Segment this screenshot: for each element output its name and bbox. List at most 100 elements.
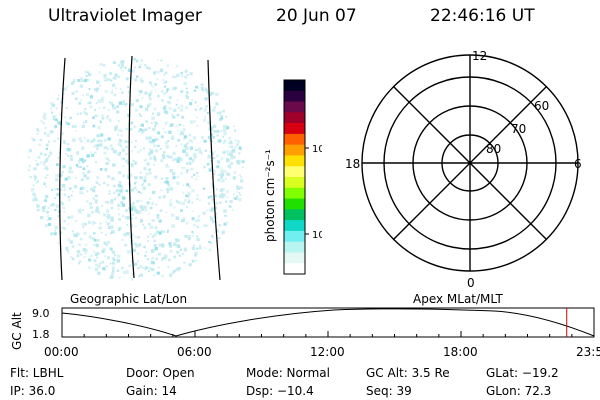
emission-dot [136, 189, 138, 192]
emission-dot [146, 162, 150, 166]
emission-dot [109, 101, 111, 104]
emission-dot [98, 183, 101, 186]
emission-dot [78, 158, 82, 161]
emission-dot [140, 207, 145, 211]
emission-dot [188, 161, 192, 165]
emission-dot [134, 161, 138, 164]
emission-dot [192, 244, 195, 247]
emission-dot [90, 151, 93, 154]
x-tick-label: 00:00 [44, 345, 79, 359]
emission-dot [130, 141, 133, 144]
emission-dot [209, 209, 211, 212]
emission-dot [188, 134, 191, 137]
emission-dot [167, 229, 170, 231]
emission-dot [74, 125, 77, 128]
emission-dot [164, 122, 168, 125]
emission-dot [80, 253, 83, 256]
emission-dot [182, 184, 184, 187]
emission-dot [46, 210, 49, 214]
emission-dot [129, 127, 133, 131]
emission-dot [107, 78, 110, 81]
emission-dot [186, 141, 189, 144]
emission-dot [70, 154, 73, 158]
emission-dot [156, 214, 160, 217]
emission-dot [218, 237, 221, 240]
emission-dot [135, 108, 138, 112]
emission-dot [54, 125, 57, 128]
emission-dot [188, 185, 192, 189]
emission-dot [199, 244, 202, 247]
emission-dot [167, 177, 170, 180]
emission-dot [193, 173, 196, 176]
emission-dot [115, 188, 119, 193]
emission-dot [110, 102, 114, 105]
emission-dot [50, 107, 52, 110]
emission-dot [36, 129, 40, 133]
emission-dot [220, 130, 223, 132]
emission-dot [185, 194, 188, 198]
emission-dot [219, 114, 224, 119]
emission-dot [163, 256, 167, 260]
emission-dot [88, 72, 92, 77]
emission-dot [105, 233, 107, 236]
emission-dot [223, 124, 227, 129]
geo-longitude-line-1 [59, 57, 66, 281]
emission-dot [82, 225, 85, 229]
emission-dot [191, 217, 195, 220]
emission-dot [52, 118, 55, 121]
emission-dot [76, 250, 81, 254]
emission-dot [55, 204, 60, 208]
emission-dot [163, 181, 167, 184]
emission-dot [40, 120, 43, 122]
emission-dot [62, 165, 66, 169]
emission-dot [71, 91, 75, 95]
emission-dot [212, 201, 215, 204]
emission-dot [63, 141, 66, 144]
emission-dot [78, 262, 80, 265]
emission-dot [64, 142, 66, 145]
emission-dot [218, 224, 221, 227]
emission-dot [228, 136, 231, 140]
emission-dot [93, 259, 97, 262]
emission-dot [150, 122, 153, 124]
emission-dot [241, 166, 244, 168]
emission-dot [158, 196, 161, 199]
emission-dot [138, 200, 141, 202]
emission-dot [125, 244, 128, 246]
emission-dot [174, 238, 178, 241]
emission-dot [130, 164, 134, 168]
emission-dot [106, 147, 110, 151]
emission-dot [60, 188, 63, 191]
emission-dot [48, 155, 51, 158]
emission-dot [68, 199, 71, 201]
emission-dot [178, 254, 181, 257]
emission-dot [131, 121, 134, 124]
emission-dot [183, 166, 186, 169]
emission-dot [140, 79, 144, 83]
emission-dot [111, 230, 115, 234]
emission-dot [105, 170, 107, 172]
emission-dot [94, 267, 99, 272]
emission-dot [195, 116, 198, 119]
emission-dot [28, 149, 32, 153]
emission-dot [45, 167, 49, 170]
emission-dot [67, 176, 71, 180]
emission-dot [149, 90, 153, 94]
emission-dot [167, 184, 171, 187]
emission-dot [115, 125, 118, 128]
emission-dot [177, 106, 180, 109]
emission-dot [88, 258, 92, 262]
emission-dot [150, 84, 153, 86]
emission-dot [171, 213, 175, 217]
emission-dot [108, 192, 111, 195]
emission-dot [196, 235, 199, 238]
emission-dot [76, 232, 80, 236]
emission-dot [218, 173, 221, 176]
emission-dot [196, 198, 199, 200]
emission-dot [113, 93, 117, 97]
emission-dot [34, 178, 37, 181]
emission-dot [103, 138, 107, 142]
emission-dot [183, 144, 187, 148]
emission-dot [138, 94, 141, 96]
emission-dot [96, 80, 100, 84]
